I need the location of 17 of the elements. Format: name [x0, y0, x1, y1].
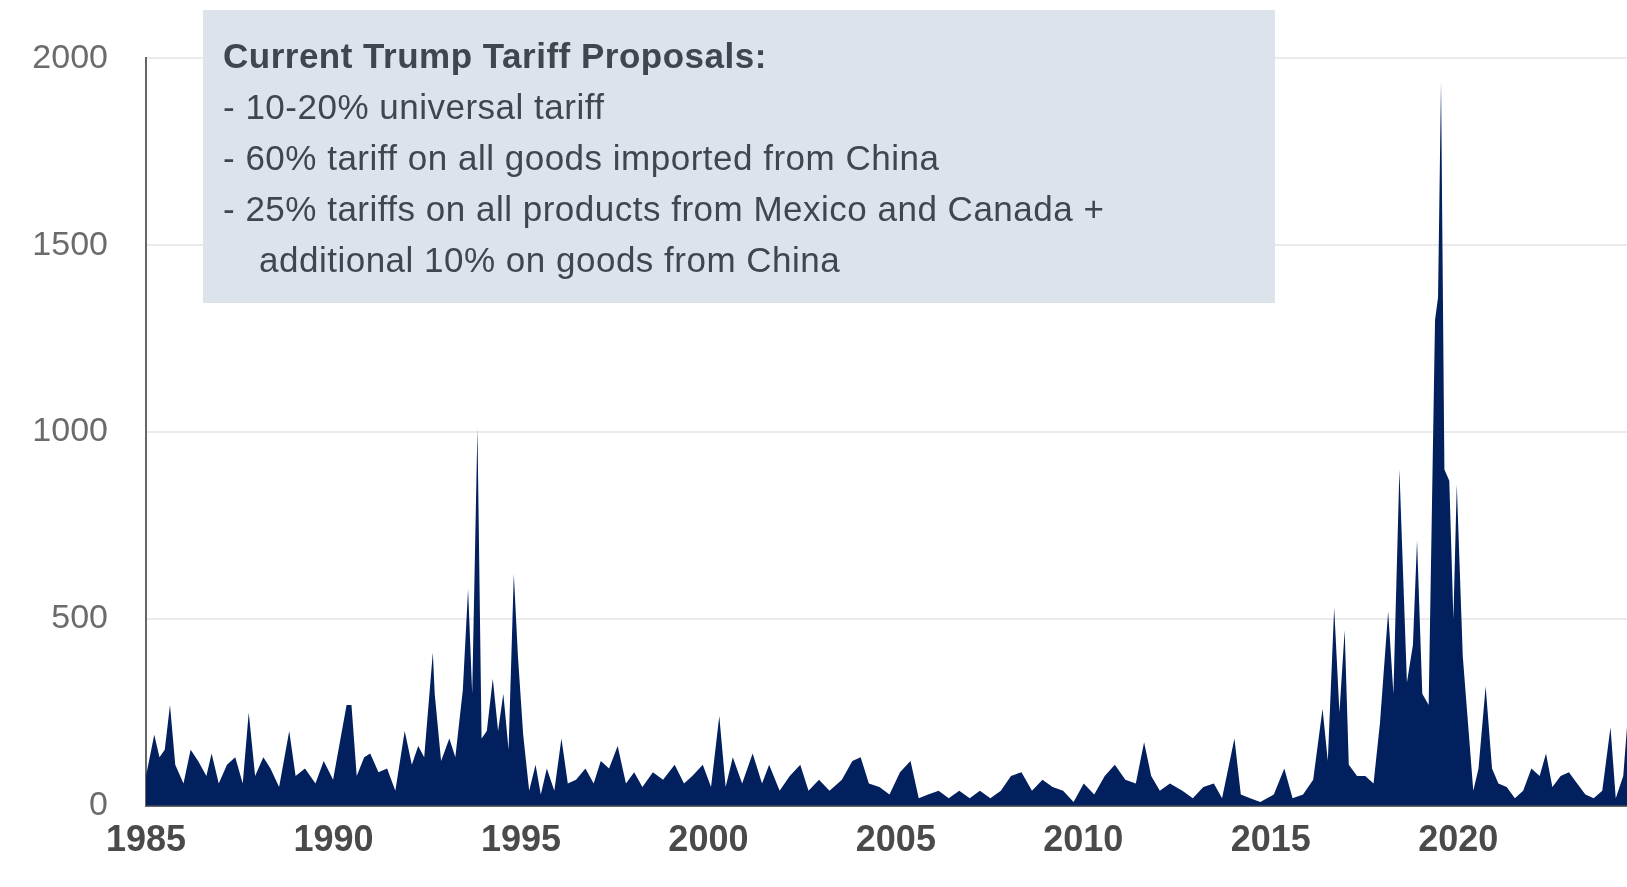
- y-tick-label: 0: [89, 784, 108, 823]
- x-tick-label: 2000: [668, 818, 749, 860]
- y-tick-label: 1500: [32, 223, 108, 262]
- y-tick-label: 2000: [32, 36, 108, 75]
- x-tick-label: 1995: [480, 818, 561, 860]
- y-tick-label: 1000: [32, 410, 108, 449]
- annotation: - 25% tariffs on all products from Mexico and Canada + additional 10% on goods from China: [223, 188, 1106, 281]
- annotation: - 60% tariff on all goods imported from China: [223, 137, 941, 179]
- x-tick-label: 2005: [855, 818, 936, 860]
- annotation: Current Trump Tariff Proposals:: [223, 35, 768, 77]
- x-tick-label: 2020: [1418, 818, 1499, 860]
- y-tick-label: 500: [51, 597, 108, 636]
- x-tick-label: 1985: [105, 818, 187, 860]
- annotation: - 10-20% universal tariff: [223, 86, 606, 128]
- x-tick-label: 1990: [293, 818, 374, 860]
- x-tick-label: 2015: [1230, 818, 1311, 860]
- x-tick-label: 2010: [1043, 818, 1124, 860]
